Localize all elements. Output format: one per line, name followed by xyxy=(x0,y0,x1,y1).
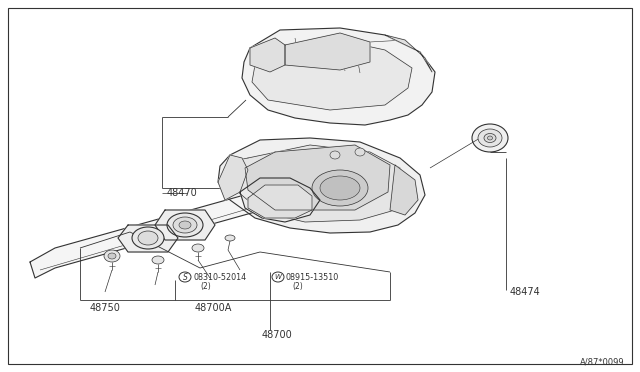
Text: S: S xyxy=(182,273,188,282)
Ellipse shape xyxy=(312,170,368,206)
Ellipse shape xyxy=(104,250,120,262)
Ellipse shape xyxy=(152,256,164,264)
Text: (2): (2) xyxy=(292,282,303,291)
Polygon shape xyxy=(118,225,178,252)
Polygon shape xyxy=(232,145,408,222)
Ellipse shape xyxy=(272,272,284,282)
Polygon shape xyxy=(218,138,425,233)
Text: 08310-52014: 08310-52014 xyxy=(193,273,246,282)
Ellipse shape xyxy=(179,221,191,229)
Text: 48750: 48750 xyxy=(90,303,121,313)
Ellipse shape xyxy=(179,272,191,282)
Ellipse shape xyxy=(173,217,197,233)
Polygon shape xyxy=(385,35,432,72)
Ellipse shape xyxy=(320,176,360,200)
Ellipse shape xyxy=(472,124,508,152)
Polygon shape xyxy=(252,38,412,110)
Polygon shape xyxy=(218,155,248,200)
Text: W: W xyxy=(275,274,282,280)
Polygon shape xyxy=(240,178,320,222)
Text: 48700A: 48700A xyxy=(195,303,232,313)
Text: 08915-13510: 08915-13510 xyxy=(286,273,339,282)
Text: A/87*0099: A/87*0099 xyxy=(580,357,625,366)
Polygon shape xyxy=(248,185,312,218)
Text: 48474: 48474 xyxy=(510,287,541,297)
Ellipse shape xyxy=(488,136,493,140)
Polygon shape xyxy=(250,38,285,72)
Ellipse shape xyxy=(330,151,340,159)
Text: (2): (2) xyxy=(200,282,211,291)
Ellipse shape xyxy=(355,148,365,156)
Ellipse shape xyxy=(484,134,496,142)
Text: 48700: 48700 xyxy=(262,330,292,340)
Polygon shape xyxy=(242,28,435,125)
Ellipse shape xyxy=(478,129,502,147)
Polygon shape xyxy=(30,185,295,278)
Polygon shape xyxy=(390,165,418,215)
Ellipse shape xyxy=(225,235,235,241)
Polygon shape xyxy=(245,145,390,210)
Ellipse shape xyxy=(167,213,203,237)
Ellipse shape xyxy=(108,253,116,259)
Ellipse shape xyxy=(132,227,164,249)
Ellipse shape xyxy=(138,231,158,245)
Polygon shape xyxy=(155,210,215,240)
Polygon shape xyxy=(285,33,370,70)
Text: 48470: 48470 xyxy=(167,188,198,198)
Ellipse shape xyxy=(192,244,204,252)
